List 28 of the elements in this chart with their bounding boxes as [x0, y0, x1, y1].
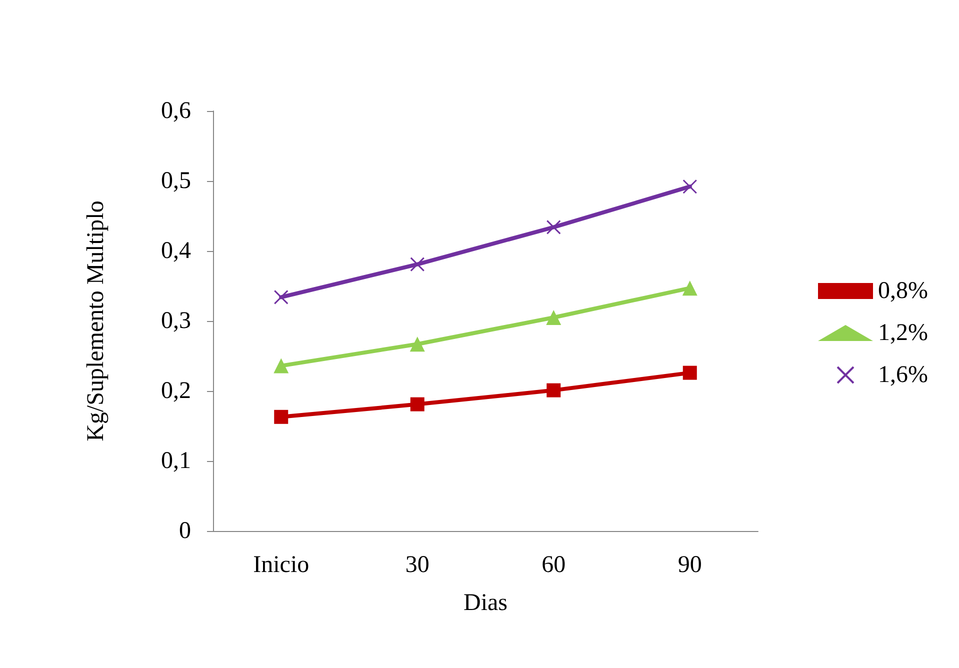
y-tick-label: 0	[179, 518, 191, 544]
x-tick-label: 60	[542, 552, 566, 578]
point	[546, 220, 561, 234]
y-tick-label: 0,6	[161, 98, 191, 124]
point	[546, 383, 561, 398]
point	[546, 310, 562, 325]
point	[274, 290, 288, 304]
y-axis-title: Kg/Suplemento Multiplo	[83, 200, 109, 442]
x-tick-label: 30	[405, 552, 430, 578]
point	[682, 179, 698, 194]
x-tick-label: Inicio	[253, 552, 310, 578]
point	[410, 257, 425, 272]
x-axis-title: Dias	[464, 590, 508, 616]
y-tick-label: 0,3	[161, 308, 191, 334]
y-tick-label: 0,2	[161, 378, 191, 404]
legend-label: 1,2%	[878, 320, 928, 346]
point	[682, 366, 697, 380]
point	[410, 336, 425, 352]
legend-label: 1,6%	[878, 362, 928, 388]
y-tick-label: 0,4	[161, 238, 191, 264]
point	[274, 410, 288, 424]
point	[410, 397, 424, 412]
y-tick-label: 0,5	[161, 168, 191, 194]
point	[682, 280, 698, 296]
y-tick-label: 0,1	[161, 448, 191, 474]
x-tick-label: 90	[678, 552, 702, 578]
legend-label: 0,8%	[878, 278, 928, 304]
point	[274, 358, 289, 374]
